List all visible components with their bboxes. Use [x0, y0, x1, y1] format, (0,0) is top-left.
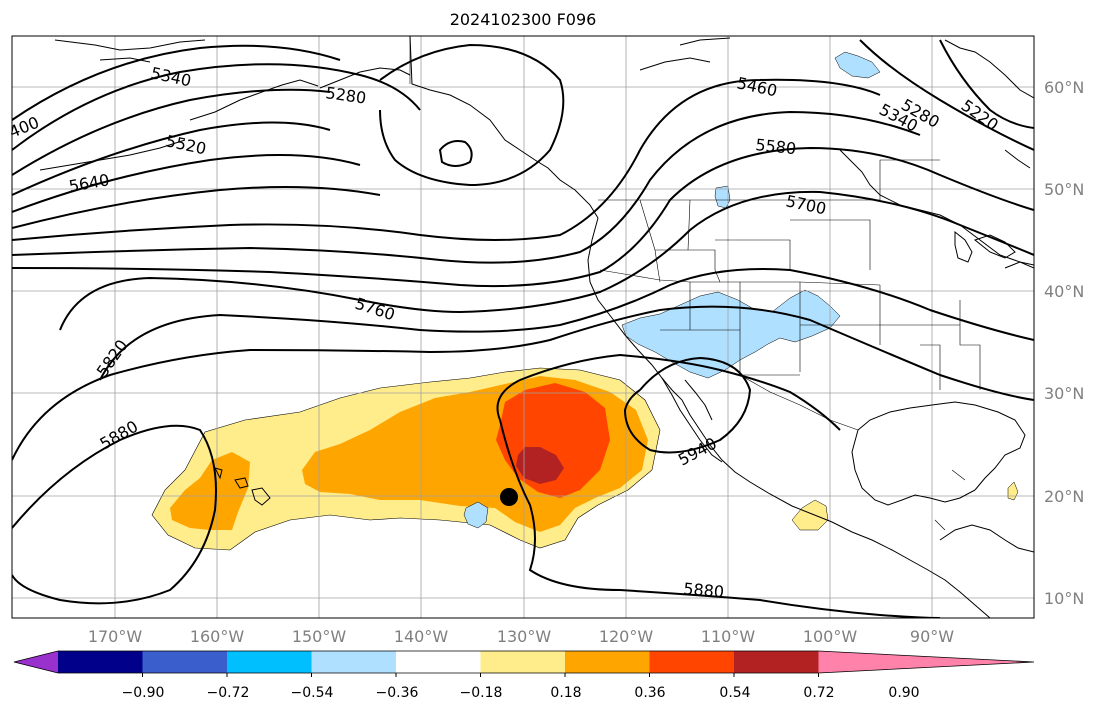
- lat-label: 10°N: [1044, 589, 1084, 608]
- colorbar-segment: [142, 651, 228, 673]
- lat-label: 60°N: [1044, 78, 1084, 97]
- shade-orange-west: [170, 452, 250, 530]
- shade-yellow-caribbean: [1007, 481, 1019, 501]
- map-area: [12, 36, 1034, 618]
- contour-label: 5700: [784, 191, 828, 218]
- lon-label: 90°W: [910, 627, 954, 646]
- colorbar-segment: [58, 651, 143, 673]
- political-borders: [409, 36, 981, 531]
- colorbar-ticks: −0.90 −0.72 −0.54 −0.36 −0.18 0.18 0.36 …: [122, 685, 920, 701]
- contour-label: 5460: [735, 73, 779, 100]
- lon-label: 150°W: [292, 627, 347, 646]
- shade-lightblue-canada: [834, 51, 881, 79]
- colorbar-tick-label: 0.54: [719, 685, 750, 701]
- colorbar-tick-label: 0.36: [634, 685, 665, 701]
- contour-label: 5940: [675, 434, 720, 470]
- contour-label: 5340: [149, 63, 193, 90]
- colorbar-extend-right: [818, 651, 1034, 673]
- contour-label: 5820: [93, 336, 132, 380]
- contour-label: 5760: [353, 294, 398, 325]
- colorbar-outline: [13, 650, 1035, 674]
- colorbar-extend-left: [14, 651, 58, 673]
- colorbar-tick-label: −0.54: [291, 685, 334, 701]
- coastlines: [39, 36, 1034, 618]
- colorbar-tick-label: −0.90: [122, 685, 165, 701]
- longitude-labels: 170°W 160°W 150°W 140°W 130°W 120°W 110°…: [88, 627, 954, 646]
- colorbar-tick-label: −0.36: [376, 685, 419, 701]
- shade-darkred: [516, 447, 564, 484]
- contour-label: 5580: [755, 135, 797, 158]
- lon-label: 110°W: [701, 627, 756, 646]
- black-dot-marker: [500, 488, 518, 506]
- map-frame: [11, 35, 1035, 619]
- lat-label: 30°N: [1044, 384, 1084, 403]
- colorbar-segment: [227, 651, 312, 673]
- colorbar: [13, 650, 1035, 677]
- height-contours: [12, 39, 1034, 618]
- colorbar-segment: [396, 651, 481, 673]
- contour-label: 5640: [67, 170, 110, 196]
- gridlines: [12, 36, 1034, 618]
- lon-label: 130°W: [497, 627, 552, 646]
- contour-label: 5880: [683, 579, 725, 601]
- colorbar-tick-label: −0.18: [460, 685, 503, 701]
- lat-label: 50°N: [1044, 180, 1084, 199]
- shade-lightblue-island: [463, 501, 489, 529]
- colorbar-segment: [734, 651, 819, 673]
- colorbar-segment: [311, 651, 397, 673]
- lat-label: 40°N: [1044, 282, 1084, 301]
- lon-label: 100°W: [803, 627, 858, 646]
- shade-lightblue-nm: [746, 318, 772, 344]
- lon-label: 170°W: [88, 627, 143, 646]
- shade-lightblue-sw: [621, 289, 841, 379]
- contour-label: 5220: [958, 96, 1002, 135]
- shade-yellow-mexico: [791, 499, 829, 531]
- colorbar-segment: [649, 651, 735, 673]
- latitude-labels: 60°N 50°N 40°N 30°N 20°N 10°N: [1044, 78, 1084, 608]
- contour-label: 5520: [164, 131, 208, 158]
- colorbar-segment: [480, 651, 566, 673]
- lon-label: 160°W: [190, 627, 245, 646]
- lon-label: 120°W: [599, 627, 654, 646]
- colorbar-tick-label: 0.72: [803, 685, 834, 701]
- lon-label: 140°W: [394, 627, 449, 646]
- contour-label: 5880: [97, 417, 142, 454]
- colorbar-tick-label: 0.90: [888, 685, 919, 701]
- anomaly-shading: [151, 51, 1019, 551]
- map-title: 2024102300 F096: [449, 10, 597, 29]
- colorbar-tick-label: −0.72: [207, 685, 250, 701]
- lat-label: 20°N: [1044, 487, 1084, 506]
- colorbar-segment: [565, 651, 650, 673]
- colorbar-tick-label: 0.18: [550, 685, 581, 701]
